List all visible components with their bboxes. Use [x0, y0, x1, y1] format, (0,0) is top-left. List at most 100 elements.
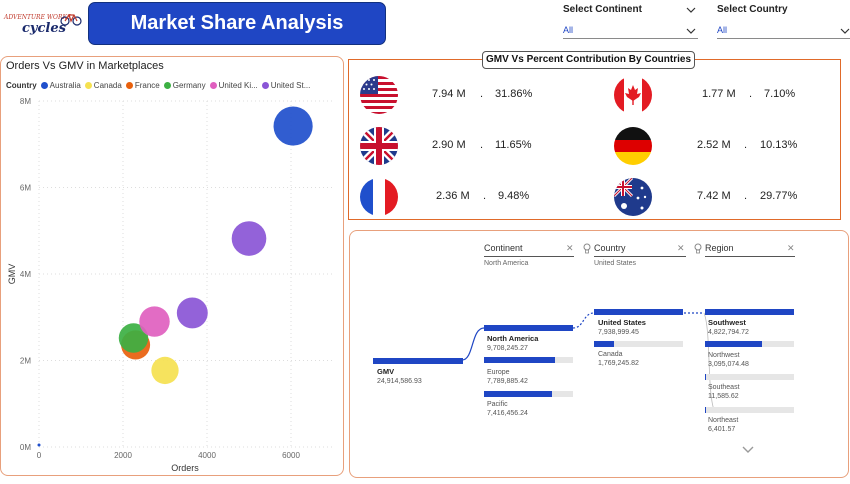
data-point[interactable] — [118, 323, 149, 353]
region-node-northeast[interactable]: Northeast 6,401.57 — [708, 416, 738, 434]
legend-item-uk[interactable]: United Ki... — [209, 81, 258, 90]
continent-slicer[interactable]: Select Continent All — [563, 2, 698, 39]
node-label: GMV — [377, 367, 395, 376]
chevron-down-icon[interactable] — [840, 26, 850, 36]
canada-sep: . — [749, 88, 753, 100]
country-node-us[interactable]: United States 7,938,999.45 — [598, 318, 646, 337]
lightbulb-icon[interactable] — [583, 243, 591, 254]
legend-item-us[interactable]: United St... — [261, 81, 311, 90]
uk-gmv: 2.90 M — [432, 139, 466, 151]
bar-track — [594, 341, 683, 347]
legend-item-canada[interactable]: Canada — [84, 81, 122, 90]
level-header-country[interactable]: Country — [594, 243, 686, 257]
root-node[interactable]: GMV 24,914,586.93 — [377, 367, 422, 386]
country-bar-us[interactable] — [594, 309, 683, 315]
data-point[interactable] — [139, 306, 170, 337]
tree-connectors — [461, 312, 715, 411]
australia-flag-icon — [614, 178, 652, 216]
node-label: Canada — [598, 351, 623, 358]
continent-node-europe[interactable]: Europe 7,789,885.42 — [487, 368, 528, 386]
node-value: 1,769,245.82 — [598, 360, 639, 367]
legend-label: Canada — [93, 81, 122, 90]
x-tick-label: 4000 — [198, 451, 216, 460]
node-value: 3,095,074.48 — [708, 361, 749, 368]
australia-sep: . — [744, 190, 748, 202]
region-node-southwest[interactable]: Southwest 4,822,794.72 — [708, 318, 749, 337]
continent-node-pacific[interactable]: Pacific 7,416,456.24 — [487, 400, 528, 418]
continent-dropdown[interactable]: All — [563, 22, 698, 39]
level-filter: United States — [594, 260, 637, 267]
legend-item-germany[interactable]: Germany — [163, 81, 206, 90]
germany-pct: 10.13% — [760, 139, 798, 151]
legend-dot — [209, 82, 217, 89]
bar-track — [705, 374, 794, 380]
level-name: Continent — [484, 243, 523, 253]
node-value: 7,789,885.42 — [487, 378, 528, 385]
australia-pct: 29.77% — [760, 190, 798, 202]
y-axis-label: GMV — [7, 264, 17, 285]
level-header-region[interactable]: Region — [705, 243, 795, 257]
y-tick-label: 6M — [20, 184, 31, 193]
legend-dot — [84, 82, 92, 89]
brand-logo: ADVENTURE WORKS cycles — [4, 10, 84, 38]
root-bar[interactable] — [373, 358, 463, 364]
y-tick-label: 0M — [20, 443, 31, 452]
legend-label: France — [134, 81, 160, 90]
close-icon[interactable]: ✕ — [677, 243, 685, 253]
brand-line2: cycles — [22, 21, 66, 36]
node-value: 11,585.62 — [708, 393, 739, 400]
region-bar-southeast[interactable] — [705, 374, 706, 380]
page-title: Market Share Analysis — [88, 2, 386, 45]
data-point[interactable] — [37, 443, 41, 447]
y-tick-label: 4M — [20, 270, 31, 279]
close-icon[interactable]: ✕ — [566, 243, 574, 253]
chevron-down-icon[interactable] — [686, 26, 696, 36]
country-bar-canada[interactable] — [594, 341, 614, 347]
region-bar-northwest[interactable] — [705, 341, 762, 347]
france-sep: . — [483, 190, 487, 202]
gmv-contribution-card — [348, 59, 841, 220]
node-label: Northwest — [708, 352, 740, 359]
legend-item-australia[interactable]: Australia — [40, 81, 81, 90]
node-label: Southwest — [708, 318, 746, 327]
scatter-plot[interactable]: 0M 2M 4M 6M 8M 0 2000 4000 6000 Orders GMV — [1, 57, 345, 477]
country-dropdown[interactable]: All — [717, 22, 850, 39]
x-axis-label: Orders — [171, 463, 199, 473]
canada-pct: 7.10% — [764, 88, 796, 100]
region-bar-southwest[interactable] — [705, 309, 794, 315]
legend-key: Country — [6, 81, 37, 90]
data-point[interactable] — [176, 297, 208, 329]
country-node-canada[interactable]: Canada 1,769,245.82 — [598, 350, 639, 368]
node-label: Southeast — [708, 384, 740, 391]
uk-pct: 11.65% — [495, 139, 532, 151]
lightbulb-icon[interactable] — [694, 243, 702, 254]
us-gmv: 7.94 M — [432, 88, 466, 100]
legend-item-france[interactable]: France — [125, 81, 160, 90]
close-icon[interactable]: ✕ — [787, 243, 795, 253]
data-point[interactable] — [151, 356, 179, 385]
region-node-northwest[interactable]: Northwest 3,095,074.48 — [708, 351, 749, 369]
continent-bar-north-america[interactable] — [484, 325, 573, 331]
level-name: Country — [594, 243, 626, 253]
continent-bar-pacific[interactable] — [484, 391, 552, 397]
region-node-southeast[interactable]: Southeast 11,585.62 — [708, 383, 740, 401]
level-header-continent[interactable]: Continent — [484, 243, 574, 257]
data-point[interactable] — [273, 106, 313, 146]
node-label: Northeast — [708, 417, 739, 424]
legend-label: Germany — [172, 81, 206, 90]
node-value: 7,938,999.45 — [598, 329, 639, 336]
region-bar-northeast[interactable] — [705, 407, 706, 413]
scroll-down-icon[interactable] — [742, 446, 754, 454]
continent-slicer-label: Select Continent — [563, 4, 642, 15]
node-value: 6,401.57 — [708, 426, 736, 433]
data-point[interactable] — [231, 221, 267, 256]
continent-bar-europe[interactable] — [484, 357, 555, 363]
legend-label: United St... — [270, 81, 311, 90]
chevron-down-icon[interactable] — [686, 5, 696, 15]
legend-label: Australia — [49, 81, 81, 90]
country-slicer[interactable]: Select Country All — [717, 2, 850, 39]
node-label: North America — [487, 334, 539, 343]
node-value: 24,914,586.93 — [377, 378, 422, 385]
continent-node-north-america[interactable]: North America 9,708,245.27 — [487, 334, 538, 353]
legend-dot — [261, 82, 269, 89]
